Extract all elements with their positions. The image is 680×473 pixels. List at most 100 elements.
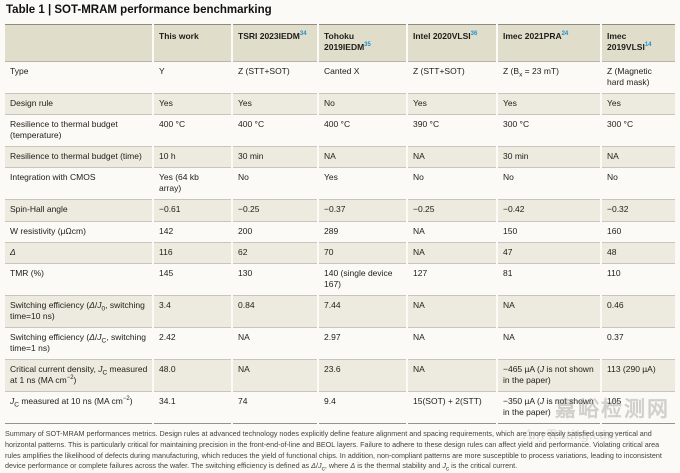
- cell: 2.42: [152, 326, 232, 360]
- row-label: Resilience to thermal budget (time): [5, 146, 153, 168]
- cell: 200: [231, 220, 318, 243]
- cell: 81: [496, 262, 601, 296]
- cell: 74: [231, 390, 318, 424]
- cell: 113 (290 µA): [600, 358, 675, 392]
- cell: 150: [496, 220, 601, 243]
- cell: 289: [317, 220, 407, 243]
- cell: Canted X: [317, 61, 407, 94]
- cell: −350 µA (J is not shown in the paper): [496, 390, 601, 424]
- row-label: W resistivity (μΩcm): [5, 220, 153, 243]
- cell: 9.4: [317, 390, 407, 424]
- cell: NA: [406, 220, 497, 243]
- table-row: Switching efficiency (Δ/JC, switching ti…: [5, 326, 675, 360]
- cell: 0.84: [231, 294, 318, 328]
- benchmark-table: This work TSRI 2023IEDM34 Tohoku 2019IEDM3…: [5, 24, 675, 425]
- table-row: Spin-Hall angle −0.61 −0.25 −0.37 −0.25 −0.42…: [5, 199, 675, 222]
- cell: 30 min: [231, 146, 318, 168]
- column-header: Tohoku 2019IEDM35: [317, 24, 407, 63]
- cell: Z (Magnetic hard mask): [600, 61, 675, 94]
- row-label: Switching efficiency (Δ/JC, switching ti…: [5, 326, 153, 360]
- cell: 62: [231, 241, 318, 264]
- cell: Yes: [600, 93, 675, 115]
- cell: 10 h: [152, 146, 232, 168]
- cell: 34.1: [152, 390, 232, 424]
- column-header: TSRI 2023IEDM34: [231, 24, 318, 63]
- cell: 105: [600, 390, 675, 424]
- cell: Yes: [152, 93, 232, 115]
- cell: Z (Bx = 23 mT): [496, 61, 601, 94]
- cell: 400 °C: [317, 114, 407, 147]
- cell: Yes: [317, 167, 407, 200]
- table-row: JC measured at 10 ns (MA cm−2) 34.1 74 9.4 1…: [5, 390, 675, 424]
- cell: Yes: [406, 93, 497, 115]
- cell: NA: [406, 241, 497, 264]
- cell: 140 (single device 167): [317, 262, 407, 296]
- cell: 48: [600, 241, 675, 264]
- row-label: TMR (%): [5, 262, 153, 296]
- cell: 116: [152, 241, 232, 264]
- row-label: Switching efficiency (Δ/J0, switching ti…: [5, 294, 153, 328]
- corner-header: [5, 24, 153, 63]
- cell: 0.37: [600, 326, 675, 360]
- cell: No: [231, 167, 318, 200]
- cell: No: [496, 167, 601, 200]
- cell: 0.46: [600, 294, 675, 328]
- cell: −465 µA (J is not shown in the paper): [496, 358, 601, 392]
- cell: Yes: [231, 93, 318, 115]
- cell: 142: [152, 220, 232, 243]
- cell: NA: [406, 294, 497, 328]
- cell: Yes: [496, 93, 601, 115]
- cell: NA: [406, 326, 497, 360]
- row-label: Integration with CMOS: [5, 167, 153, 200]
- column-header: Imec 2021PRA24: [496, 24, 601, 63]
- cell: No: [600, 167, 675, 200]
- cell: 110: [600, 262, 675, 296]
- cell: No: [317, 93, 407, 115]
- cell: NA: [317, 146, 407, 168]
- table-header: This work TSRI 2023IEDM34 Tohoku 2019IEDM3…: [5, 24, 675, 63]
- cell: 23.6: [317, 358, 407, 392]
- cell: 3.4: [152, 294, 232, 328]
- table-row: W resistivity (μΩcm) 142 200 289 NA 150 160: [5, 220, 675, 243]
- cell: NA: [496, 294, 601, 328]
- cell: 160: [600, 220, 675, 243]
- cell: Y: [152, 61, 232, 94]
- cell: 7.44: [317, 294, 407, 328]
- column-header: This work: [152, 24, 232, 63]
- header-row: This work TSRI 2023IEDM34 Tohoku 2019IEDM3…: [5, 24, 675, 63]
- table-row: Design rule Yes Yes No Yes Yes Yes: [5, 93, 675, 115]
- table-row: Resilience to thermal budget (temperatur…: [5, 114, 675, 147]
- cell: 48.0: [152, 358, 232, 392]
- cell: Z (STT+SOT): [231, 61, 318, 94]
- cell: 15(SOT) + 2(STT): [406, 390, 497, 424]
- cell: −0.32: [600, 199, 675, 222]
- cell: 390 °C: [406, 114, 497, 147]
- cell: 130: [231, 262, 318, 296]
- row-label: Critical current density, JC measured at…: [5, 358, 153, 392]
- cell: NA: [600, 146, 675, 168]
- column-header: Intel 2020VLSI36: [406, 24, 497, 63]
- table-footnote: Summary of SOT-MRAM performances metrics…: [5, 429, 662, 473]
- table-row: Integration with CMOS Yes (64 kb array) No Y…: [5, 167, 675, 200]
- cell: NA: [231, 326, 318, 360]
- table-row: TMR (%) 145 130 140 (single device 167) 127 81…: [5, 262, 675, 296]
- row-label: JC measured at 10 ns (MA cm−2): [5, 390, 153, 424]
- cell: 145: [152, 262, 232, 296]
- cell: 400 °C: [152, 114, 232, 147]
- cell: 2.97: [317, 326, 407, 360]
- cell: −0.42: [496, 199, 601, 222]
- row-label: Resilience to thermal budget (temperatur…: [5, 114, 153, 147]
- row-label: Type: [10, 66, 29, 77]
- cell: −0.25: [406, 199, 497, 222]
- cell: NA: [406, 358, 497, 392]
- cell: −0.61: [152, 199, 232, 222]
- table-title: Table 1 | SOT-MRAM performance benchmark…: [6, 4, 272, 16]
- cell: Yes (64 kb array): [152, 167, 232, 200]
- cell: Z (STT+SOT): [406, 61, 497, 94]
- row-label: Δ: [5, 241, 153, 264]
- row-label: Spin-Hall angle: [5, 199, 153, 222]
